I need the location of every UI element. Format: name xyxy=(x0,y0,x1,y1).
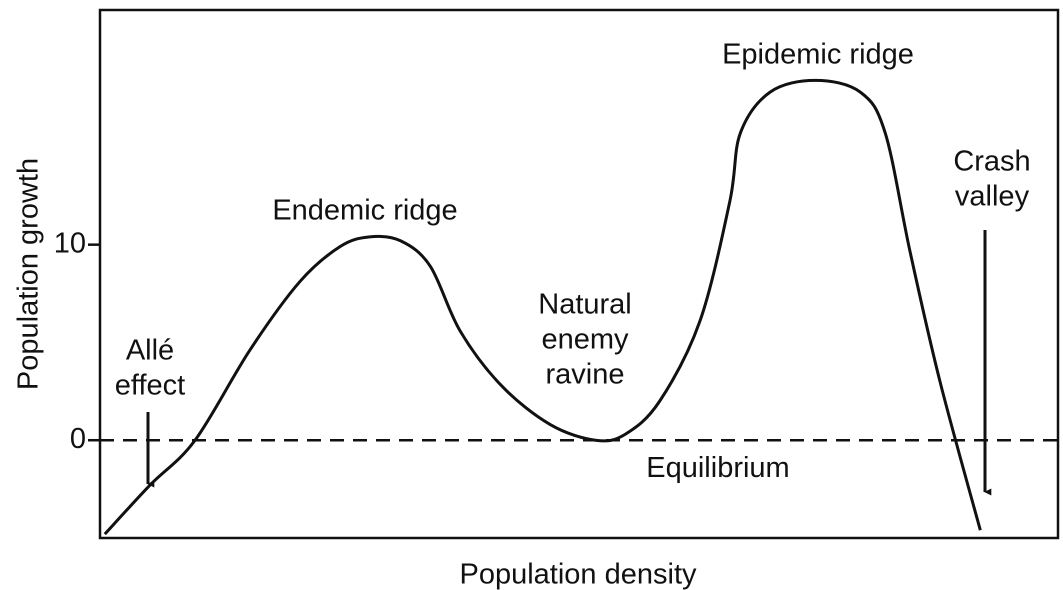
annotation: enemy xyxy=(541,324,629,356)
equilibrium-label: Equilibrium xyxy=(646,452,789,484)
annotation: Epidemic ridge xyxy=(722,39,914,71)
annotation: effect xyxy=(115,370,185,402)
plot-frame xyxy=(98,8,1060,540)
annotation: valley xyxy=(955,181,1030,213)
annotation: ravine xyxy=(546,359,625,391)
x-axis-label: Population density xyxy=(460,559,697,590)
y-tick-label: 0 xyxy=(70,423,86,455)
annotation: Natural xyxy=(538,289,632,321)
annotation: Crash xyxy=(953,146,1030,178)
curve xyxy=(103,78,982,536)
y-axis-label: Population growth xyxy=(13,158,45,390)
annotation: Endemic ridge xyxy=(272,195,457,227)
annotation: Allé xyxy=(126,335,174,367)
y-tick-label: 10 xyxy=(54,227,86,259)
